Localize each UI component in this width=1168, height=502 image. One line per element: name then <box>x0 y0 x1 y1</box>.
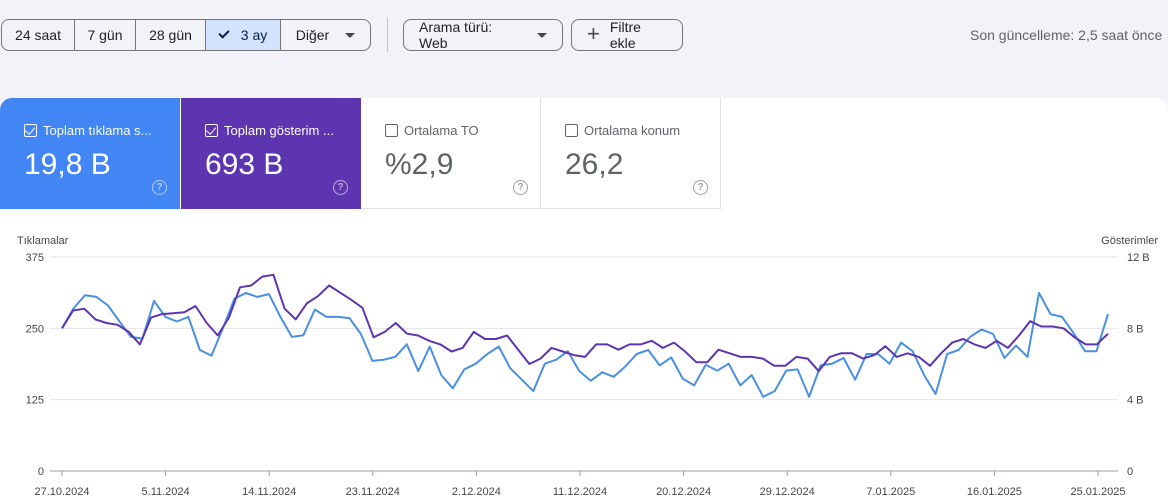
search-type-dropdown[interactable]: Arama türü: Web <box>403 19 563 51</box>
x-tick-label: 29.12.2024 <box>760 486 815 498</box>
range-more-dropdown[interactable]: Diğer <box>280 19 371 51</box>
help-icon[interactable]: ? <box>333 180 348 195</box>
metric-label: Ortalama TO <box>404 123 479 138</box>
right-tick-label: 12 B <box>1127 252 1150 264</box>
left-tick-label: 0 <box>38 466 44 478</box>
range-24h-button[interactable]: 24 saat <box>1 19 75 51</box>
checkbox-icon[interactable] <box>24 124 37 137</box>
help-icon[interactable]: ? <box>152 180 167 195</box>
metric-tile-position[interactable]: Ortalama konum 26,2 ? <box>541 98 721 209</box>
x-tick-label: 7.01.2025 <box>866 486 915 498</box>
series-line-impressions <box>61 273 1109 373</box>
toolbar-divider <box>387 18 388 52</box>
range-label: 24 saat <box>15 27 61 43</box>
x-tick-label: 11.12.2024 <box>553 486 607 498</box>
x-tick-label: 23.11.2024 <box>346 486 400 498</box>
metric-value: 26,2 <box>565 148 624 181</box>
metric-tile-clicks[interactable]: Toplam tıklama s... 19,8 B ? <box>0 98 180 209</box>
range-28d-button[interactable]: 28 gün <box>135 19 206 51</box>
right-tick-label: 4 B <box>1127 395 1144 407</box>
search-type-label: Arama türü: Web <box>419 19 493 51</box>
more-label: Diğer <box>295 27 330 43</box>
metric-value: 19,8 B <box>24 148 111 181</box>
performance-card: Toplam tıklama s... 19,8 B ? Toplam göst… <box>0 98 1168 502</box>
left-tick-label: 375 <box>26 252 44 264</box>
help-icon[interactable]: ? <box>693 180 708 195</box>
metric-value: 693 B <box>205 148 284 181</box>
x-tick-label: 2.12.2024 <box>452 486 501 498</box>
range-label: 3 ay <box>240 27 268 43</box>
range-3m-button[interactable]: 3 ay <box>205 19 281 51</box>
left-tick-label: 250 <box>26 323 44 335</box>
metric-label: Ortalama konum <box>584 123 681 138</box>
add-filter-button[interactable]: + Filtre ekle <box>571 19 683 51</box>
range-label: 7 gün <box>87 27 123 43</box>
plus-icon: + <box>587 21 600 46</box>
metric-tile-impressions[interactable]: Toplam gösterim ... 693 B ? <box>181 98 361 209</box>
x-tick-label: 25.01.2025 <box>1070 486 1125 498</box>
help-icon[interactable]: ? <box>513 180 528 195</box>
range-label: 28 gün <box>149 27 192 43</box>
metric-value: %2,9 <box>385 148 454 181</box>
checkbox-icon[interactable] <box>565 124 578 137</box>
left-axis-title: Tıklamalar <box>17 235 69 247</box>
x-tick-label: 27.10.2024 <box>34 486 89 498</box>
right-tick-label: 0 <box>1127 466 1133 478</box>
check-icon <box>218 27 230 39</box>
left-tick-label: 125 <box>26 395 44 407</box>
add-filter-label: Filtre ekle <box>609 19 641 51</box>
performance-chart: Tıklamalar Gösterimler 375 12 B 250 8 B 125 4 B… <box>17 235 1158 498</box>
right-axis-title: Gösterimler <box>1101 235 1158 247</box>
checkbox-icon[interactable] <box>385 124 398 137</box>
date-range-toolbar: 24 saat 7 gün 28 gün 3 ay Diğer Arama tü… <box>0 0 1168 70</box>
x-tick-label: 14.11.2024 <box>242 486 296 498</box>
x-tick-label: 16.01.2025 <box>967 486 1022 498</box>
metric-label: Toplam gösterim ... <box>224 123 334 138</box>
dropdown-arrow-icon <box>345 32 356 38</box>
range-7d-button[interactable]: 7 gün <box>74 19 136 51</box>
metric-tile-ctr[interactable]: Ortalama TO %2,9 ? <box>361 98 541 209</box>
checkbox-icon[interactable] <box>205 124 218 137</box>
metric-label: Toplam tıklama s... <box>43 123 152 138</box>
x-tick-label: 5.11.2024 <box>142 486 190 498</box>
dropdown-arrow-icon <box>537 32 547 38</box>
right-tick-label: 8 B <box>1127 323 1144 335</box>
last-updated-text: Son güncelleme: 2,5 saat önce <box>970 27 1163 43</box>
x-tick-label: 20.12.2024 <box>656 486 711 498</box>
